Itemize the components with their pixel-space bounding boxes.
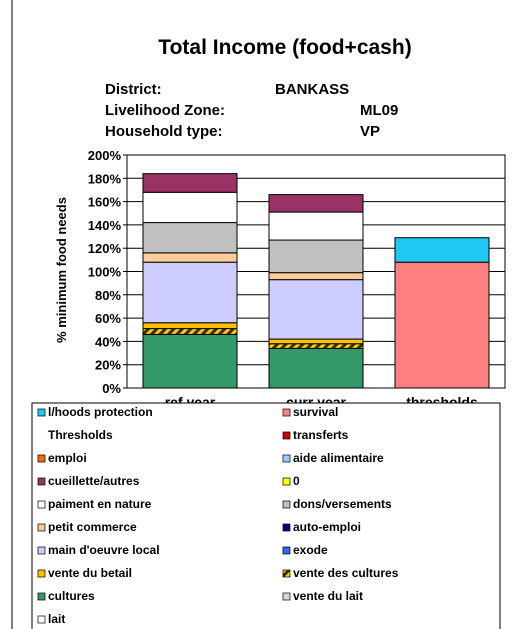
y-tick-label: 100%	[88, 265, 122, 280]
info-value: ML09	[360, 102, 398, 119]
legend-swatch	[282, 546, 291, 555]
info-label: District:	[105, 81, 162, 98]
y-tick-label: 20%	[95, 358, 121, 373]
info-value: VP	[360, 123, 380, 140]
y-axis-label: % minimum food needs	[54, 197, 69, 343]
legend-swatch	[282, 592, 291, 601]
chart-title: Total Income (food+cash)	[158, 36, 411, 59]
y-tick-label: 0%	[102, 381, 121, 396]
bar-segment	[268, 239, 364, 274]
legend-swatch	[37, 592, 46, 601]
legend-label: survival	[293, 405, 338, 419]
y-tick-label: 200%	[88, 148, 122, 163]
legend-swatch	[37, 546, 46, 555]
legend-label: vente du betail	[48, 566, 132, 580]
legend-label: cultures	[48, 589, 95, 603]
bar-segment	[268, 279, 364, 340]
legend-box	[31, 402, 501, 629]
legend-label: exode	[293, 543, 328, 557]
legend-label: dons/versements	[293, 497, 392, 511]
bar-segment	[268, 338, 364, 345]
legend-swatch	[37, 569, 46, 578]
legend-label: vente des cultures	[293, 566, 399, 580]
legend-label: petit commerce	[48, 520, 137, 534]
y-tick-label: 120%	[88, 241, 122, 256]
legend-swatch	[37, 500, 46, 509]
legend-swatch	[282, 500, 291, 509]
legend-label: aide alimentaire	[293, 451, 384, 465]
legend-swatch	[282, 569, 291, 578]
info-value: BANKASS	[275, 81, 349, 98]
bar-segment	[142, 328, 238, 335]
legend-label: Thresholds	[48, 428, 113, 442]
legend-swatch	[282, 523, 291, 532]
legend-label: lait	[48, 612, 65, 626]
legend-swatch	[282, 408, 291, 417]
legend-swatch	[282, 431, 291, 440]
bar-segment	[142, 333, 238, 389]
info-label: Household type:	[105, 123, 223, 140]
bar-segment	[142, 322, 238, 330]
bar-segment	[142, 222, 238, 254]
legend-swatch	[37, 615, 46, 624]
legend-label: main d'oeuvre local	[48, 543, 160, 557]
bar-segment	[142, 173, 238, 193]
info-label: Livelihood Zone:	[105, 102, 225, 119]
bar-segment	[268, 347, 364, 389]
legend-label: vente du lait	[293, 589, 363, 603]
legend-swatch	[37, 523, 46, 532]
legend-label: cueillette/autres	[48, 474, 140, 488]
legend-label: emploi	[48, 451, 87, 465]
legend-swatch	[37, 477, 46, 486]
bar-segment	[142, 261, 238, 324]
y-tick-label: 80%	[95, 288, 121, 303]
y-tick-label: 40%	[95, 334, 121, 349]
bar-segment	[268, 211, 364, 241]
legend-label: 0	[293, 474, 300, 488]
y-tick-label: 160%	[88, 195, 122, 210]
bar-segment	[142, 191, 238, 224]
y-tick-label: 180%	[88, 171, 122, 186]
legend-label: auto-emploi	[293, 520, 361, 534]
legend-swatch	[37, 408, 46, 417]
legend-swatch	[37, 454, 46, 463]
legend-label: transferts	[293, 428, 349, 442]
bar-segment	[142, 252, 238, 263]
legend-label: paiment en nature	[48, 497, 152, 511]
bar-segment	[394, 261, 490, 389]
legend-swatch	[282, 454, 291, 463]
legend-label: l/hoods protection	[48, 405, 153, 419]
legend-swatch	[282, 477, 291, 486]
y-tick-label: 140%	[88, 218, 122, 233]
bar-segment	[268, 194, 364, 213]
bar-segment	[268, 343, 364, 349]
bar-segment	[268, 272, 364, 281]
y-tick-label: 60%	[95, 311, 121, 326]
bar-segment	[394, 237, 490, 263]
